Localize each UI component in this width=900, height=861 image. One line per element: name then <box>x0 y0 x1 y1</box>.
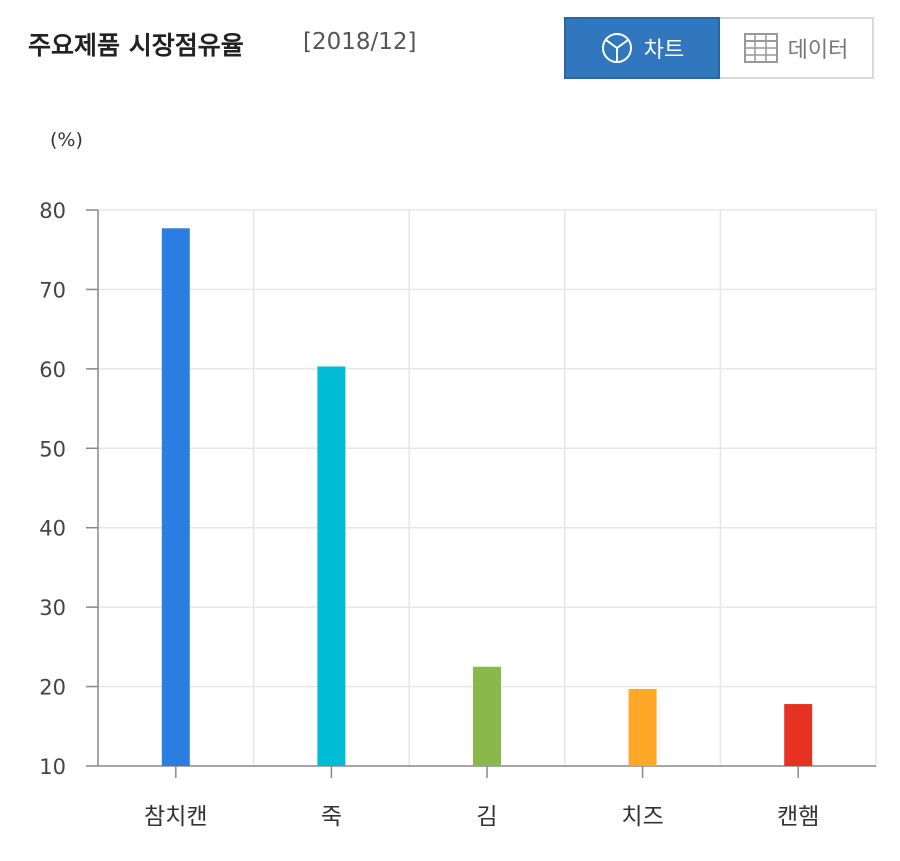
y-tick-label: 70 <box>39 278 66 302</box>
chart-view-button[interactable]: 차트 <box>564 17 720 79</box>
bar-chart: 10 20 30 40 50 60 70 80 (%) 참치캔 죽 김 치즈 캔햄 <box>39 129 877 830</box>
category-label: 캔햄 <box>777 804 819 830</box>
table-grid-icon <box>743 33 778 63</box>
chart-title: 주요제품 시장점유율 <box>28 31 244 60</box>
y-tick-label: 60 <box>39 358 66 382</box>
view-toggle: 차트 데이터 <box>564 17 874 79</box>
category-label: 치즈 <box>621 804 663 830</box>
y-tick-label: 10 <box>39 755 66 779</box>
bar-2 <box>317 366 346 766</box>
chart-view-label: 차트 <box>643 38 685 63</box>
chart-header: 주요제품 시장점유율 [2018/12] 차트 <box>0 0 900 100</box>
y-unit-label: (%) <box>50 129 83 151</box>
y-tick-label: 80 <box>39 199 66 223</box>
data-view-button[interactable]: 데이터 <box>720 17 874 79</box>
category-label: 죽 <box>321 804 342 830</box>
category-label: 김 <box>476 804 497 830</box>
category-label: 참치캔 <box>144 804 207 830</box>
y-tick-label: 30 <box>39 596 66 620</box>
pie-chart-icon <box>600 31 634 65</box>
y-tick-label: 50 <box>39 437 66 461</box>
bar-4 <box>628 688 657 766</box>
y-tick-label: 40 <box>39 517 66 541</box>
bar-1 <box>161 228 190 767</box>
data-view-label: 데이터 <box>787 38 849 63</box>
period-label: [2018/12] <box>303 29 417 55</box>
bar-3 <box>473 666 501 766</box>
bar-5 <box>784 704 813 766</box>
y-tick-label: 20 <box>39 676 66 700</box>
